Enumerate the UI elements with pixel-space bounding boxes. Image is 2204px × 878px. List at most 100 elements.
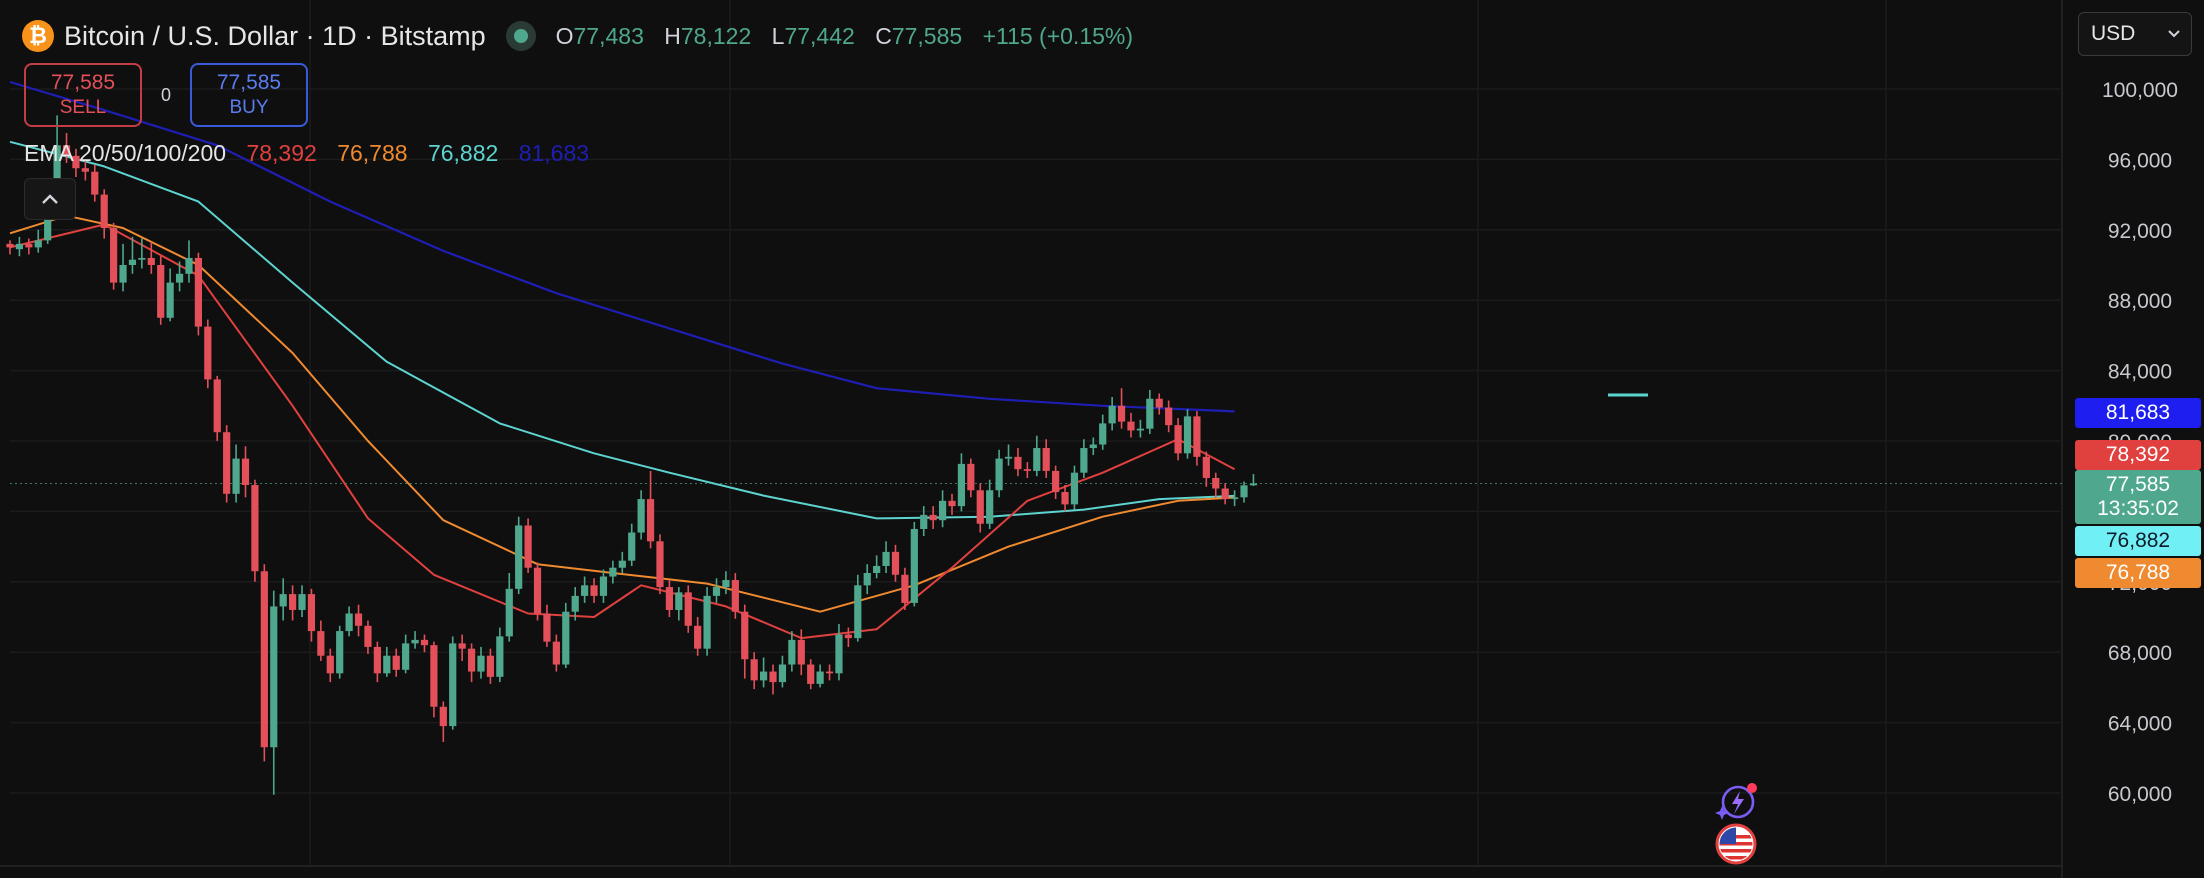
candle-body: [929, 514, 937, 521]
candle-body: [1127, 421, 1135, 431]
candle: [901, 567, 909, 610]
candle-body: [1165, 407, 1173, 426]
candle: [957, 453, 966, 512]
candle: [1089, 437, 1097, 456]
chevron-down-icon: [2168, 30, 2180, 38]
candle-body: [571, 595, 579, 612]
candle-body: [251, 485, 259, 572]
trade-buttons: 77,585 SELL 0 77,585 BUY: [24, 63, 308, 127]
price-tick-label: 64,000: [2108, 713, 2172, 736]
candle-body: [1174, 425, 1182, 454]
candle: [486, 648, 495, 684]
candle-body: [957, 463, 966, 507]
candle-body: [260, 571, 268, 748]
candle-body: [562, 611, 570, 665]
candle: [204, 319, 212, 389]
buy-label: BUY: [229, 97, 269, 119]
candle: [760, 657, 768, 688]
sparkle-bolt-icon[interactable]: [1714, 780, 1758, 824]
candle: [147, 242, 155, 274]
close-value: 77,585: [891, 22, 963, 49]
candle: [223, 425, 231, 503]
candle: [844, 627, 852, 647]
candle-body: [185, 257, 193, 274]
candle-body: [383, 655, 391, 674]
candle: [1014, 448, 1022, 477]
candle: [128, 236, 137, 274]
candle: [345, 606, 353, 637]
candle-body: [15, 243, 24, 250]
candle: [110, 222, 118, 290]
candle-body: [157, 265, 165, 318]
candle: [571, 587, 579, 621]
candle: [778, 655, 787, 688]
candle-body: [81, 168, 89, 172]
candle: [1061, 485, 1069, 512]
candle: [703, 587, 711, 656]
ema-legend[interactable]: EMA 20/50/100/200 78,392 76,788 76,882 8…: [24, 140, 589, 167]
candle-body: [901, 574, 909, 603]
candle: [816, 664, 824, 688]
candle: [628, 523, 636, 566]
candle: [533, 562, 542, 621]
candle: [929, 506, 937, 529]
candle: [166, 268, 174, 322]
candle-body: [1099, 423, 1107, 445]
sell-button[interactable]: 77,585 SELL: [24, 63, 142, 127]
candle: [194, 252, 202, 336]
collapse-legend-button[interactable]: [24, 178, 76, 220]
candle: [15, 236, 24, 257]
candle-body: [128, 259, 137, 265]
candle-body: [863, 573, 871, 586]
market-status-icon[interactable]: [505, 21, 536, 51]
candle: [25, 238, 33, 255]
ema50-line: [9, 214, 1235, 613]
candle: [552, 634, 560, 672]
candle: [307, 588, 316, 642]
price-axis: 60,00064,00068,00072,00076,00080,00084,0…: [2102, 79, 2178, 806]
candle-body: [938, 500, 947, 521]
candle-body: [147, 257, 155, 265]
candle-body: [675, 592, 683, 610]
candle-body: [345, 613, 353, 632]
candle-body: [1183, 416, 1192, 454]
currency-select[interactable]: USD: [2078, 12, 2192, 56]
candle: [1146, 389, 1154, 434]
candle: [873, 555, 881, 579]
candle: [694, 617, 702, 656]
candle-body: [373, 646, 381, 674]
candle-body: [1023, 469, 1031, 471]
candle: [656, 534, 664, 595]
bitcoin-icon[interactable]: ₿: [22, 20, 54, 52]
candle-body: [986, 490, 994, 524]
ema50-value: 76,788: [337, 140, 408, 166]
candle-body: [411, 639, 419, 644]
buy-price: 77,585: [216, 71, 282, 94]
candle-body: [289, 594, 297, 610]
candle: [420, 634, 429, 653]
candle: [1136, 419, 1144, 438]
candle-body: [1042, 448, 1050, 471]
candle: [1193, 411, 1201, 466]
candle-body: [175, 273, 184, 283]
candle: [317, 620, 325, 661]
candle: [175, 261, 184, 292]
candle-body: [524, 525, 532, 568]
last-price-axis-label: 77,585 13:35:02: [2075, 470, 2201, 524]
us-flag-icon[interactable]: [1714, 822, 1758, 866]
candle-body: [1212, 477, 1220, 489]
candle: [1070, 465, 1079, 510]
candle: [524, 518, 532, 573]
symbol-title[interactable]: Bitcoin / U.S. Dollar · 1D · Bitstamp: [64, 20, 486, 51]
buy-button[interactable]: 77,585 BUY: [190, 63, 308, 127]
last-price-value: 77,585: [2105, 473, 2171, 496]
candle: [298, 585, 306, 617]
candle: [1231, 490, 1239, 507]
candle-body: [223, 432, 231, 494]
candle: [515, 516, 523, 595]
candle: [948, 493, 956, 515]
candle: [270, 590, 278, 795]
candle-body: [778, 664, 787, 683]
candle-body: [91, 171, 99, 195]
